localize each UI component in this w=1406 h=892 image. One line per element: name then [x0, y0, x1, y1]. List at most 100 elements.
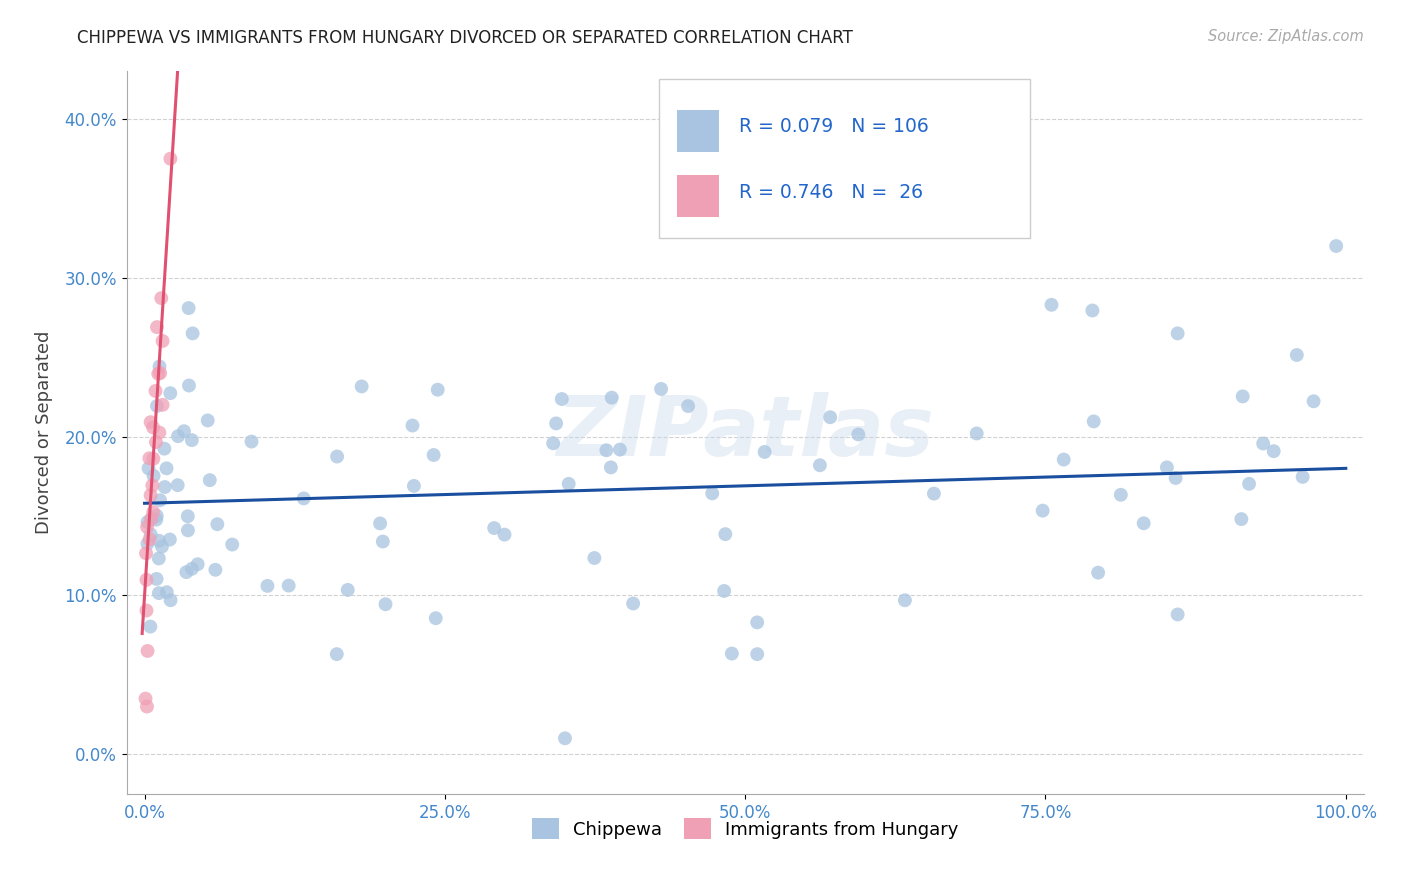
- Point: [368, 516, 391, 531]
- Point: [156, 585, 179, 599]
- Point: [167, 429, 190, 443]
- Point: [141, 511, 163, 525]
- Point: [422, 448, 444, 462]
- Point: [402, 479, 425, 493]
- Point: [1230, 512, 1253, 526]
- Point: [1291, 470, 1313, 484]
- Point: [149, 493, 172, 508]
- Point: [136, 515, 159, 529]
- Point: [136, 644, 159, 658]
- Point: [177, 509, 200, 524]
- FancyBboxPatch shape: [678, 175, 720, 218]
- Point: [426, 383, 449, 397]
- Point: [256, 579, 278, 593]
- Point: [1053, 452, 1076, 467]
- Point: [173, 424, 195, 438]
- FancyBboxPatch shape: [658, 78, 1029, 237]
- Point: [152, 398, 174, 412]
- Point: [350, 379, 373, 393]
- Point: [714, 527, 737, 541]
- Point: [1302, 394, 1324, 409]
- Point: [139, 527, 162, 541]
- Point: [136, 520, 159, 534]
- Point: [159, 152, 181, 166]
- Point: [181, 326, 204, 341]
- Point: [150, 291, 173, 305]
- Point: [142, 451, 165, 466]
- Point: [139, 619, 162, 633]
- Point: [713, 584, 735, 599]
- Point: [152, 334, 174, 348]
- Point: [166, 478, 188, 492]
- Point: [141, 478, 163, 492]
- Point: [747, 647, 769, 661]
- Point: [146, 399, 169, 413]
- Point: [754, 445, 776, 459]
- Point: [177, 301, 200, 315]
- Point: [138, 451, 160, 466]
- Point: [1156, 460, 1178, 475]
- Point: [621, 597, 644, 611]
- Y-axis label: Divorced or Separated: Divorced or Separated: [35, 331, 53, 534]
- Point: [277, 578, 299, 592]
- Point: [1040, 298, 1063, 312]
- Point: [148, 367, 170, 381]
- Point: [139, 512, 162, 526]
- Point: [546, 417, 568, 431]
- Point: [494, 527, 516, 541]
- Point: [425, 611, 447, 625]
- Point: [326, 450, 349, 464]
- Point: [702, 486, 724, 500]
- Point: [966, 426, 988, 441]
- Point: [136, 536, 159, 550]
- Point: [401, 418, 423, 433]
- Point: [150, 540, 173, 554]
- Point: [145, 513, 167, 527]
- Point: [747, 615, 769, 630]
- Point: [177, 524, 200, 538]
- Point: [557, 476, 579, 491]
- Point: [1164, 471, 1187, 485]
- Point: [221, 537, 243, 551]
- Point: [145, 572, 167, 586]
- Text: R = 0.079   N = 106: R = 0.079 N = 106: [740, 118, 929, 136]
- Point: [145, 508, 167, 523]
- Point: [595, 443, 617, 458]
- Point: [482, 521, 505, 535]
- Point: [142, 505, 165, 519]
- Point: [894, 593, 917, 607]
- Point: [149, 366, 172, 380]
- Point: [138, 461, 160, 475]
- Point: [1083, 414, 1105, 428]
- Point: [1132, 516, 1154, 531]
- Point: [148, 533, 170, 548]
- Point: [600, 391, 623, 405]
- Point: [204, 563, 226, 577]
- Point: [153, 442, 176, 456]
- Point: [1263, 444, 1285, 458]
- Point: [721, 647, 744, 661]
- Point: [197, 413, 219, 427]
- Point: [1232, 389, 1254, 403]
- Point: [1324, 239, 1347, 253]
- Point: [148, 425, 170, 440]
- Point: [135, 546, 157, 560]
- Point: [134, 691, 156, 706]
- Point: [159, 593, 181, 607]
- Point: [326, 647, 349, 661]
- Point: [138, 533, 160, 547]
- Text: R = 0.746   N =  26: R = 0.746 N = 26: [740, 183, 922, 202]
- Legend: Chippewa, Immigrants from Hungary: Chippewa, Immigrants from Hungary: [524, 811, 966, 847]
- Point: [650, 382, 672, 396]
- Point: [176, 565, 198, 579]
- Point: [1251, 436, 1274, 450]
- Point: [198, 473, 221, 487]
- Point: [599, 460, 621, 475]
- FancyBboxPatch shape: [678, 110, 720, 153]
- Point: [139, 415, 162, 429]
- Point: [135, 573, 157, 587]
- Point: [818, 410, 841, 425]
- Point: [1285, 348, 1308, 362]
- Point: [1167, 607, 1189, 622]
- Point: [180, 433, 202, 447]
